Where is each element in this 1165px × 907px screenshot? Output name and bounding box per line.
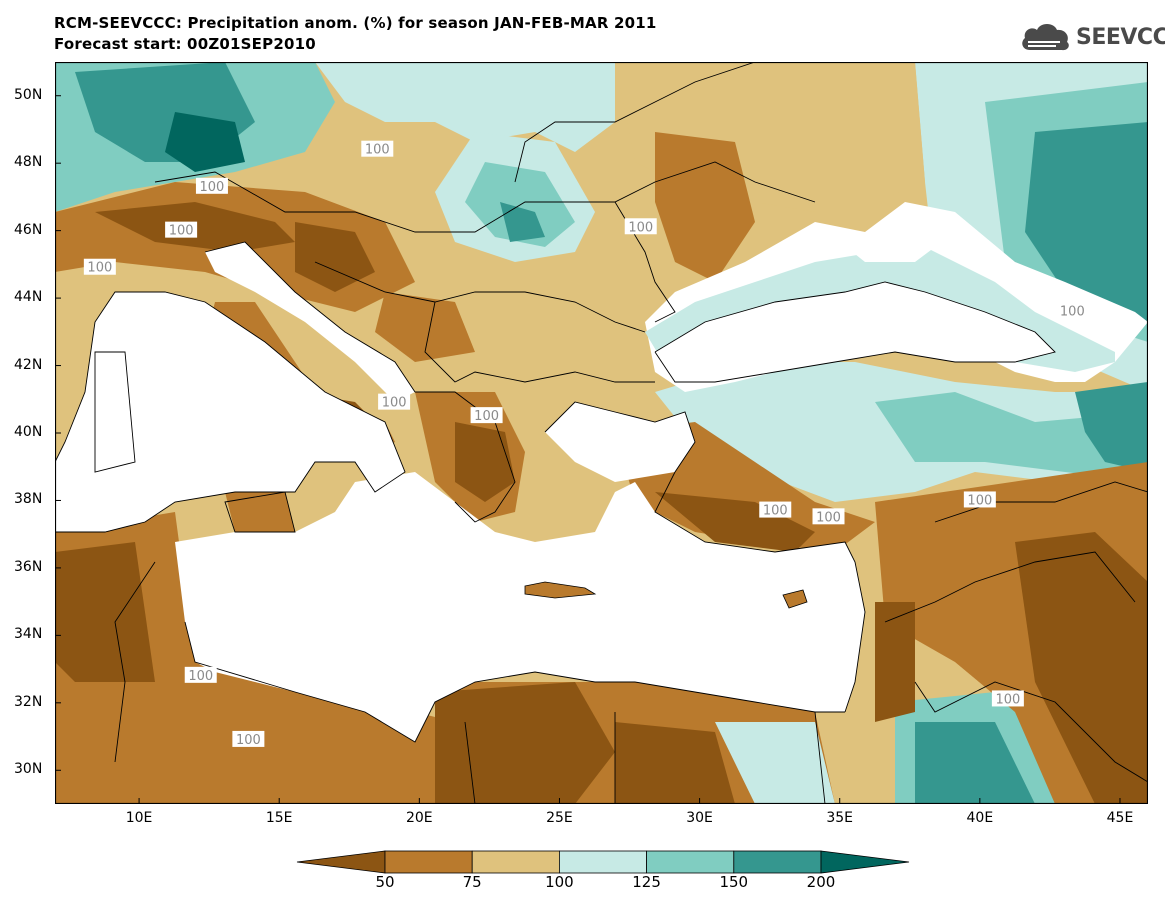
precipitation-anomaly-map: 100 100 100 100 100 100 100 100 100 100 100 100 100 1… [55,62,1148,804]
lat-tick-label: 48N [14,154,43,171]
contour-label: 100 [382,396,407,411]
very-wet-region-carpathians [500,202,545,242]
contour-label-bg [812,508,845,525]
colorbar-segment [296,850,386,874]
contour-label-bg [195,177,228,194]
country-borders [55,62,1148,804]
very-wet-region-arabia [915,722,1035,804]
contour-label-bg [232,730,265,747]
contour-label-bg [991,690,1024,707]
lon-tick-label: 15E [265,810,293,826]
very-dry-region-egypt [615,722,735,804]
lat-tick-label: 42N [14,356,43,373]
lat-tick-label: 36N [14,558,43,575]
moist-region-poland [315,62,615,152]
colorbar-segment [820,850,910,874]
map-title: RCM-SEEVCCC: Precipitation anom. (%) for… [54,14,657,32]
lon-tick-label: 10E [125,810,153,826]
axis-ticks [55,95,1121,804]
adriatic-sea [205,242,415,402]
contour-label-bg [83,258,116,275]
lat-tick-label: 46N [14,221,43,238]
contour-label: 100 [1060,305,1085,320]
crete [524,581,597,599]
colorbar [296,850,910,874]
very-dry-region-tunisia [55,542,155,682]
contour-label-bg [165,221,198,238]
colorbar-tick-label: 100 [545,873,574,891]
contour-label-bg [470,407,503,424]
wet-region-caucasus [875,392,1148,482]
very-dry-region-slovenia [295,222,375,292]
tyrrhenian-western-mediterranean [55,292,405,532]
contour-label: 100 [628,220,653,235]
dry-region-north-africa-west [55,512,455,804]
lat-tick-label: 40N [14,424,43,440]
contour-label-bg [1056,302,1089,319]
mediterranean-sea [175,472,865,742]
moist-region-egypt [715,722,835,804]
cloud-icon [1022,24,1069,51]
dry-region-bosnia [375,292,475,362]
very-dry-region-iraq [1015,532,1148,804]
dry-region-sicily [225,492,295,532]
cyprus [782,589,808,609]
contour-label: 100 [169,224,194,239]
very-dry-region-greece [455,422,515,502]
colorbar-segment [558,850,647,874]
lon-tick-label: 30E [686,810,713,826]
contour-label: 100 [200,180,225,195]
contour-label-bg [378,393,411,410]
lat-tick-label: 44N [14,289,43,306]
colorbar-segment [471,850,560,874]
colorbar-tick-label: 75 [462,873,482,891]
logo-text: SEEVCCC [1076,24,1165,50]
contour-labels: 100 100 100 100 100 100 100 100 100 100 100 100 100 1… [83,140,1089,748]
lon-tick-label: 40E [966,810,994,826]
lon-tick-label: 45E [1106,810,1134,826]
contour-label: 100 [87,261,112,276]
lon-tick-label: 20E [405,810,433,826]
colorbar-segment [733,850,822,874]
black-sea [655,282,1055,382]
very-wet-region-caucasus [1075,382,1148,472]
lat-tick-label: 30N [14,761,43,778]
lat-tick-label: 38N [14,491,43,508]
contour-label: 100 [995,692,1020,707]
colorbar-tick-label: 50 [375,873,395,891]
contour-label-bg [759,501,792,518]
very-dry-region-libya [435,682,615,804]
aegean-sea [545,402,695,482]
contour-label-bg [624,218,657,235]
sea-of-azov [840,232,935,262]
colorbar-segment [646,850,735,874]
lat-tick-label: 32N [14,693,43,710]
very-wet-region-caspian [1025,122,1148,322]
contour-label-bg [963,491,996,508]
forecast-start-label: Forecast start: 00Z01SEP2010 [54,35,316,53]
very-dry-region-anatolia [655,492,815,552]
extreme-wet-region [165,112,245,172]
contour-label: 100 [188,669,213,684]
lat-tick-label: 34N [14,626,43,643]
colorbar-tick-label: 150 [719,873,749,891]
lon-tick-label: 35E [826,810,854,826]
contour-label: 100 [236,733,261,748]
colorbar-tick-label: 125 [632,873,661,891]
lon-tick-label: 25E [546,810,573,826]
contour-label-bg [361,140,394,157]
very-dry-region-levant [875,602,915,722]
seevccc-logo: SEEVCCC [1018,20,1165,54]
contour-label: 100 [763,504,788,519]
colorbar-segment [384,850,473,874]
contour-label: 100 [816,510,841,525]
lat-tick-label: 50N [14,86,43,103]
contour-label-bg [184,666,217,683]
contour-label: 100 [474,409,499,424]
contour-label: 100 [967,493,992,508]
colorbar-tick-label: 200 [806,873,836,891]
contour-label: 100 [365,143,390,158]
